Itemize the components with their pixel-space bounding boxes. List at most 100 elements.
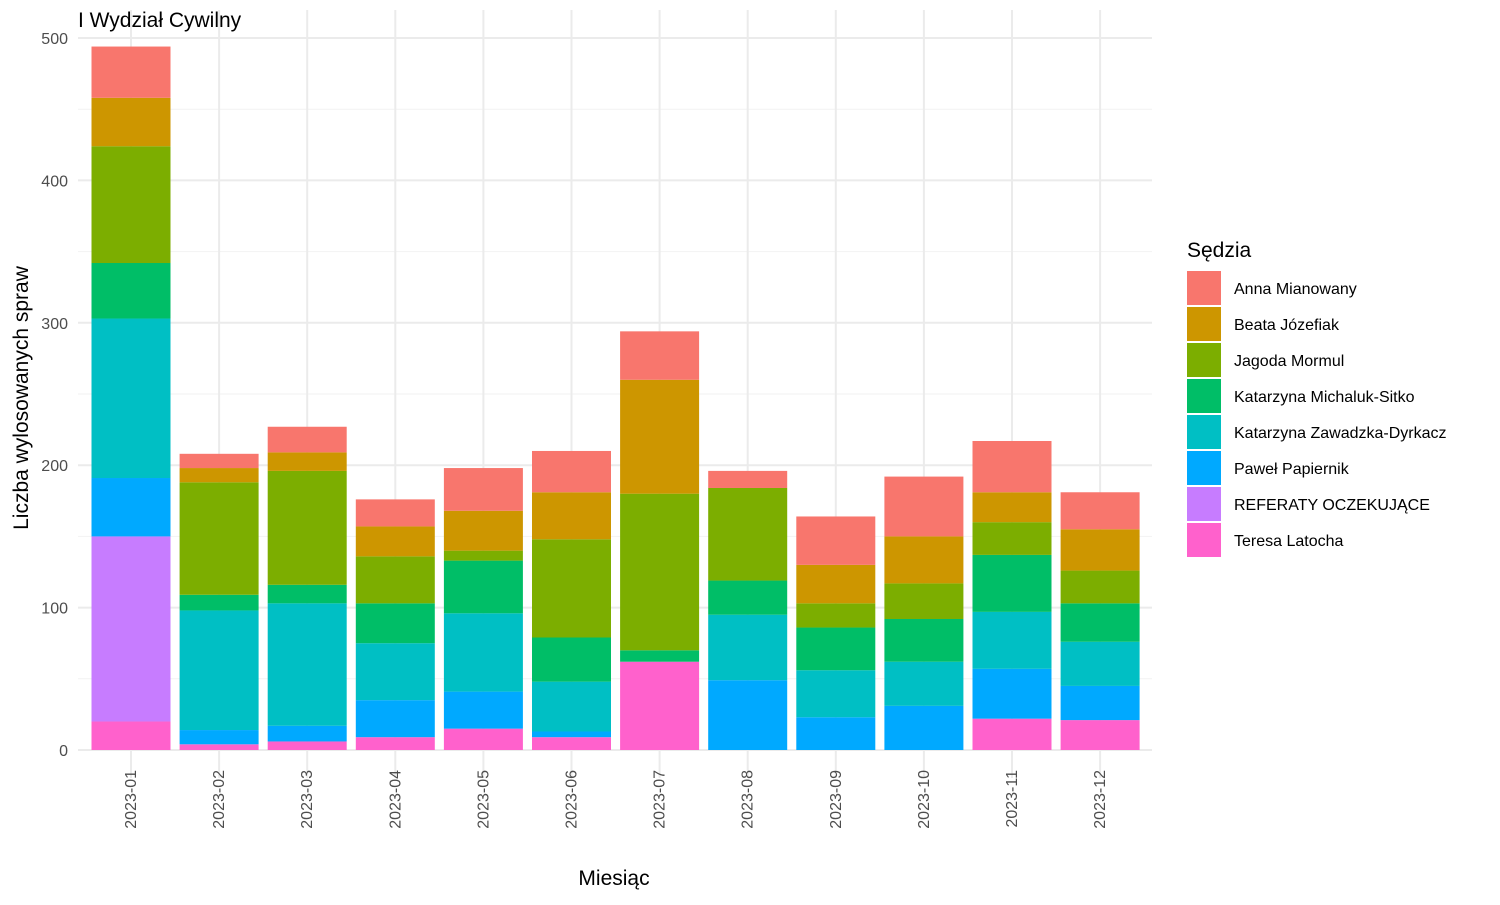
bars: Teresa Latocha: 20REFERATY OCZEKUJĄCE: 1…	[91, 46, 1140, 750]
bar-segment: Anna Mianowany: 42	[884, 476, 964, 537]
bar-segment: Katarzyna Zawadzka-Dyrkacz: 33	[796, 670, 876, 718]
bar-segment: Beata Józefiak: 80	[620, 379, 700, 494]
bar-stack-2023-10: Paweł Papiernik: 31Katarzyna Zawadzka-Dy…	[884, 476, 964, 750]
bar-stack-2023-06: Teresa Latocha: 9Paweł Papiernik: 4Katar…	[532, 450, 611, 750]
bar-segment: Paweł Papiernik: 26	[355, 700, 435, 738]
chart-title: I Wydział Cywilny	[78, 9, 242, 32]
bar-segment: Katarzyna Michaluk-Sitko: 31	[532, 637, 611, 682]
bar-stack-2023-04: Teresa Latocha: 9Paweł Papiernik: 26Kata…	[355, 499, 435, 750]
bar-segment: Beata Józefiak: 21	[972, 492, 1052, 523]
bar-segment: Katarzyna Zawadzka-Dyrkacz: 35	[532, 681, 611, 732]
bar-stack-2023-05: Teresa Latocha: 15Paweł Papiernik: 26Kat…	[443, 468, 523, 750]
bar-segment: Teresa Latocha: 9	[532, 737, 611, 750]
bar-segment: Paweł Papiernik: 23	[796, 717, 876, 750]
y-tick-label: 300	[41, 316, 68, 333]
bar-stack-2023-12: Teresa Latocha: 21Paweł Papiernik: 24 Kat…	[1060, 492, 1140, 750]
bar-segment: Katarzyna Michaluk-Sitko: 11	[179, 594, 259, 611]
bar-segment: Paweł Papiernik: 26	[443, 691, 523, 729]
bar-segment: Katarzyna Michaluk-Sitko: 8	[620, 650, 700, 662]
bar-segment: Jagoda Mormul: 79	[179, 482, 259, 595]
bar-segment: Katarzyna Zawadzka-Dyrkacz: 31	[884, 661, 964, 706]
x-axis-title: Miesiąc	[578, 867, 649, 890]
legend-items: Anna Mianowany Beata Józefiak Jagoda Mormu…	[1187, 271, 1447, 557]
bar-segment: Anna Mianowany: 10	[179, 453, 259, 469]
bar-segment: Katarzyna Zawadzka-Dyrkacz: 40	[972, 611, 1052, 669]
y-tick-label: 100	[41, 601, 68, 618]
bar-segment: Katarzyna Zawadzka-Dyrkacz: 55	[443, 613, 523, 692]
legend-swatch	[1187, 307, 1221, 341]
bar-segment: Jagoda Mormul: 33	[355, 556, 435, 604]
bar-segment: Jagoda Mormul: 110	[620, 493, 700, 651]
y-axis-title: Liczba wylosowanych spraw	[10, 265, 33, 530]
bar-segment: Beata Józefiak: 34	[91, 97, 171, 147]
y-tick-label: 500	[41, 31, 68, 48]
legend-swatch	[1187, 271, 1221, 305]
y-tick-label: 200	[41, 458, 68, 475]
legend-label: Teresa Latocha	[1234, 533, 1344, 550]
bar-segment: Anna Mianowany: 29	[532, 450, 611, 493]
bar-segment: Beata Józefiak: 33	[532, 492, 611, 540]
bar-stack-2023-01: Teresa Latocha: 20REFERATY OCZEKUJĄCE: 1…	[91, 46, 171, 750]
legend-item: Anna Mianowany	[1187, 271, 1357, 305]
bar-segment: Teresa Latocha: 22	[972, 718, 1052, 750]
bar-segment: Paweł Papiernik: 49	[708, 680, 788, 750]
x-tick-label: 2023-10	[916, 770, 933, 829]
bar-segment: Anna Mianowany: 34	[796, 516, 876, 565]
bar-segment: Anna Mianowany: 36	[91, 46, 171, 98]
bar-segment: Beata Józefiak: 13	[267, 452, 347, 471]
bar-segment: Katarzyna Zawadzka-Dyrkacz: 84	[179, 610, 259, 731]
bar-stack-2023-09: Paweł Papiernik: 23Katarzyna Zawadzka-Dy…	[796, 516, 876, 750]
bar-segment: Katarzyna Michaluk-Sitko: 39	[91, 262, 171, 319]
bar-stack-2023-11: Teresa Latocha: 22Paweł Papiernik: 35Kat…	[972, 440, 1052, 750]
legend-label: REFERATY OCZEKUJĄCE	[1234, 497, 1430, 514]
bar-segment: Katarzyna Michaluk-Sitko: 28	[355, 603, 435, 644]
bar-segment: Jagoda Mormul: 82	[91, 146, 171, 263]
x-tick-label: 2023-11	[1004, 770, 1021, 828]
bar-segment: Katarzyna Michaluk-Sitko: 13	[267, 584, 347, 604]
legend-label: Paweł Papiernik	[1234, 461, 1350, 478]
bar-segment: Anna Mianowany: 26	[1060, 492, 1140, 530]
bar-segment: Jagoda Mormul: 65	[708, 487, 788, 581]
x-tick-label: 2023-03	[299, 770, 316, 829]
bar-segment: Paweł Papiernik: 24	[1060, 685, 1140, 721]
bar-stack-2023-08: Paweł Papiernik: 49Katarzyna Zawadzka-Dy…	[708, 470, 788, 750]
legend-item: Beata Józefiak	[1187, 307, 1340, 341]
x-tick-label: 2023-08	[740, 770, 757, 829]
legend-item: Jagoda Mormul	[1187, 343, 1344, 377]
legend-swatch	[1187, 379, 1221, 413]
bar-segment: Katarzyna Michaluk-Sitko: 24	[708, 580, 788, 615]
legend-label: Katarzyna Michaluk-Sitko	[1234, 389, 1415, 406]
bar-segment: Teresa Latocha: 20	[91, 721, 171, 750]
bar-segment: Beata Józefiak: 21	[355, 526, 435, 557]
bar-segment: Katarzyna Michaluk-Sitko: 37	[443, 560, 523, 614]
legend-item: Katarzyna Zawadzka-Dyrkacz	[1187, 415, 1447, 449]
bar-segment: Katarzyna Michaluk-Sitko: 27	[1060, 603, 1140, 642]
bar-segment: Paweł Papiernik: 4	[532, 731, 611, 738]
bar-segment: Jagoda Mormul: 25	[884, 583, 964, 619]
bar-segment: Beata Józefiak: 33	[884, 536, 964, 584]
bar-segment: Paweł Papiernik: 41	[91, 478, 171, 537]
bar-segment: Jagoda Mormul: 69	[532, 539, 611, 638]
legend-swatch	[1187, 523, 1221, 557]
legend-item: Teresa Latocha	[1187, 523, 1344, 557]
bar-segment: Jagoda Mormul: 23	[1060, 570, 1140, 604]
legend: Sędzia Anna Mianowany Beata Józefiak Jagod…	[1187, 239, 1447, 557]
bar-segment: Beata Józefiak: 28	[443, 510, 523, 551]
bar-segment: Anna Mianowany: 19	[355, 499, 435, 527]
bar-segment: Teresa Latocha: 21	[1060, 720, 1140, 750]
x-tick-label: 2023-06	[564, 770, 581, 829]
x-axis-ticks: 2023-01 2023-02 2023-03 2023-04 2023-05 2023-…	[123, 770, 1109, 829]
bar-segment: Paweł Papiernik: 35	[972, 668, 1052, 719]
legend-item: Paweł Papiernik	[1187, 451, 1350, 485]
legend-swatch	[1187, 415, 1221, 449]
bar-segment: Katarzyna Zawadzka-Dyrkacz: 46	[708, 614, 788, 681]
bar-segment: REFERATY OCZEKUJĄCE: 130	[91, 536, 171, 722]
bar-stack-2023-02: Teresa Latocha: 4Paweł Papiernik: 10Kata…	[179, 453, 259, 750]
bar-segment: Teresa Latocha: 6	[267, 741, 347, 750]
bar-stack-2023-03: Teresa Latocha: 6Paweł Papiernik: 11Kata…	[267, 426, 347, 750]
y-tick-label: 0	[59, 743, 68, 760]
x-tick-label: 2023-07	[652, 770, 669, 829]
bar-segment: Katarzyna Michaluk-Sitko: 40	[972, 554, 1052, 612]
